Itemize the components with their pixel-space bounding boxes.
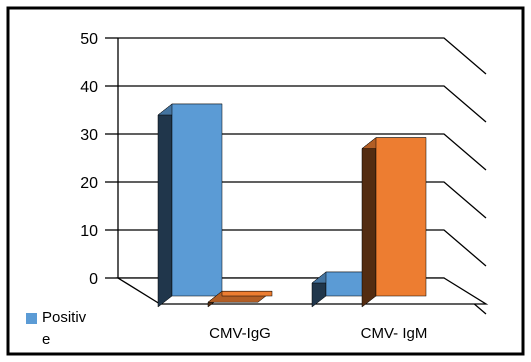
y-tick-label: 50 <box>80 31 98 48</box>
y-tick-label: 30 <box>80 127 98 144</box>
y-tick-label: 20 <box>80 175 98 192</box>
legend-swatch-positive <box>26 313 37 324</box>
bar-positive-cmv-igg <box>157 103 223 308</box>
bar-series-2-cmv-igm <box>361 137 427 308</box>
x-category-label: CMV-IgG <box>209 325 271 342</box>
bar-series-2-cmv-igg <box>207 290 273 308</box>
gridline-20 <box>118 181 487 219</box>
bar-side-face <box>157 103 173 308</box>
bar-front-face <box>221 290 273 297</box>
legend-label-line-1: Positiv <box>42 309 87 326</box>
gridline-40 <box>118 85 487 123</box>
legend-label-line-2: e <box>42 331 50 348</box>
x-axis-labels: CMV-IgG CMV- IgM <box>209 325 427 342</box>
bars <box>157 103 427 308</box>
x-category-label: CMV- IgM <box>361 325 428 342</box>
bar-side-face <box>361 137 377 308</box>
y-tick-label: 0 <box>89 271 98 288</box>
y-axis-ticks: 0 10 20 30 40 50 <box>80 31 118 288</box>
bar-front-face <box>375 137 427 297</box>
legend: Positiv e <box>26 309 87 348</box>
y-tick-label: 40 <box>80 79 98 96</box>
gridline-30 <box>118 133 487 171</box>
gridlines <box>117 37 487 315</box>
bar-front-face <box>171 103 223 297</box>
gridline-10 <box>118 229 487 267</box>
gridline-50 <box>118 37 487 75</box>
y-tick-label: 10 <box>80 223 98 240</box>
